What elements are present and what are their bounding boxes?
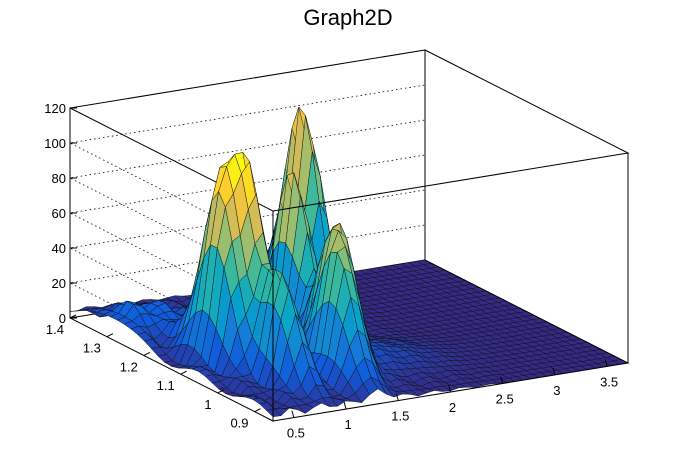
x-tick-label: 3 xyxy=(553,383,560,398)
y-tick-mark xyxy=(217,389,224,394)
top-front-edges xyxy=(272,49,630,212)
z-tick-label: 100 xyxy=(44,136,66,151)
z-tick-label: 60 xyxy=(52,206,66,221)
x-tick-mark xyxy=(448,384,451,393)
x-tick-label: 2.5 xyxy=(496,391,514,406)
y-tick-label: 1.1 xyxy=(157,378,175,393)
x-tick-mark xyxy=(604,359,608,367)
y-tick-mark xyxy=(180,370,187,375)
y-tick-mark xyxy=(69,314,77,319)
y-tick-label: 1.2 xyxy=(120,359,138,374)
z-tick-label: 120 xyxy=(44,101,66,116)
x-tick-label: 1.5 xyxy=(391,409,409,424)
x-tick-label: 3.5 xyxy=(600,374,618,389)
x-tick-mark xyxy=(552,367,556,376)
y-tick-mark xyxy=(143,352,151,356)
y-tick-mark xyxy=(254,408,261,413)
y-axis: 0.9 1 1.1 1.2 1.3 1.4 xyxy=(46,314,261,431)
x-tick-label: 2 xyxy=(449,400,456,415)
front-box-edges xyxy=(272,49,630,422)
z-tick-label: 20 xyxy=(52,276,66,291)
z-axis: 0 20 40 60 80 100 120 xyxy=(44,101,77,326)
x-tick-label: 0.5 xyxy=(287,426,305,441)
x-tick-label: 1 xyxy=(344,417,351,432)
x-tick-mark xyxy=(395,393,399,401)
x-axis: 0.5 1 1.5 2 2.5 3 3.5 xyxy=(287,359,618,441)
z-tick-label: 80 xyxy=(52,171,66,186)
z-tick-label: 40 xyxy=(52,241,66,256)
x-tick-mark xyxy=(500,376,504,384)
surface-plot xyxy=(69,106,629,417)
x-tick-mark xyxy=(291,410,295,418)
y-tick-label: 0.9 xyxy=(230,416,248,431)
y-tick-mark xyxy=(106,333,114,338)
y-tick-label: 1.3 xyxy=(83,341,101,356)
y-tick-label: 1 xyxy=(204,397,211,412)
z-tick-label: 0 xyxy=(59,311,66,326)
y-tick-label: 1.4 xyxy=(46,322,64,337)
x-tick-mark xyxy=(343,401,347,410)
chart-title: Graph2D xyxy=(303,5,392,30)
